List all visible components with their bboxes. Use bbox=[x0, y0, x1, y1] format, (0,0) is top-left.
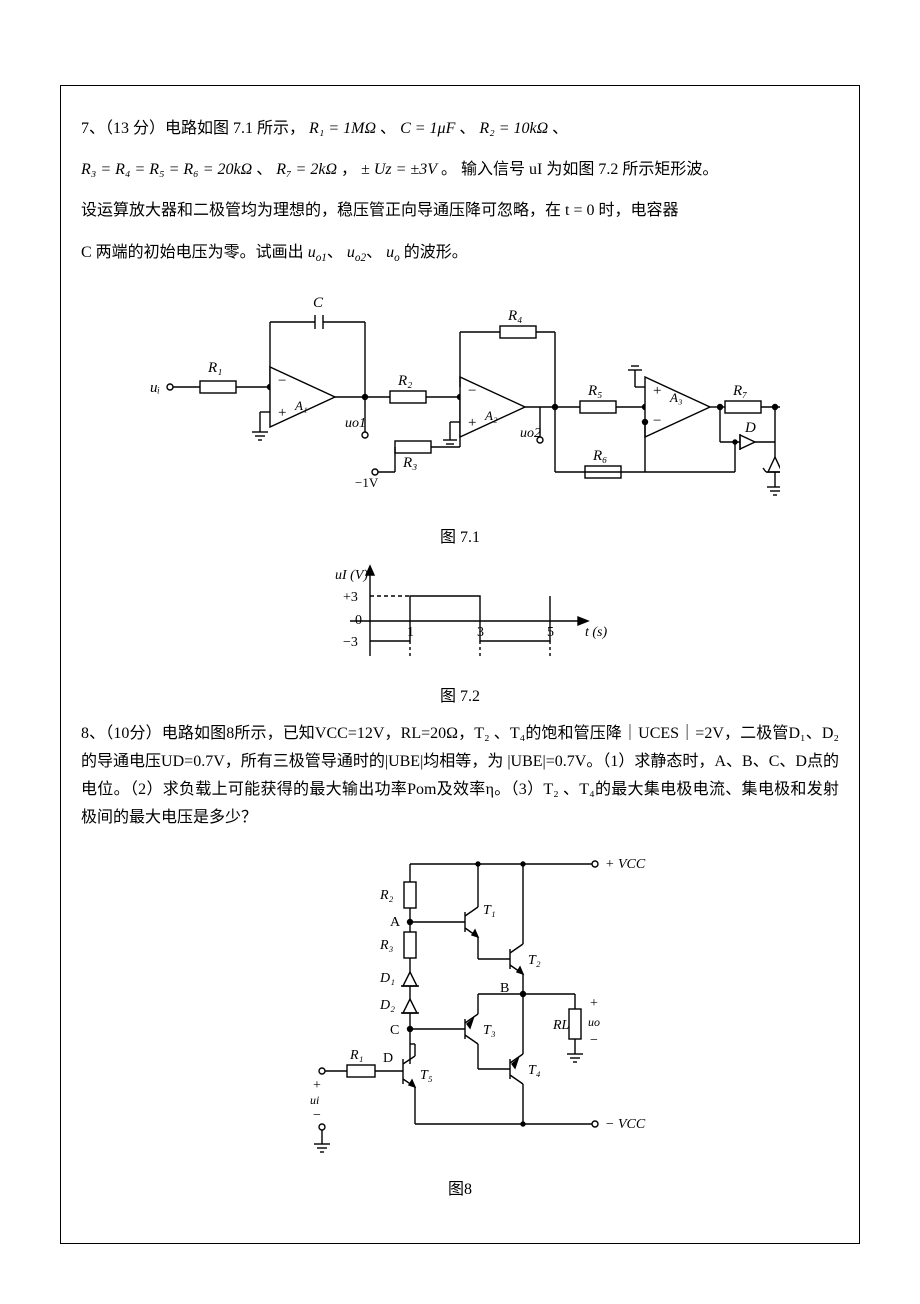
eq-r3456: R₃ = R₄ = R₅ = R₆ = 20kΩ bbox=[81, 161, 252, 178]
svg-text:−: − bbox=[590, 1033, 598, 1048]
lbl-uo8: uo bbox=[588, 1015, 600, 1029]
figure-8: + VCC R₂ A R₃ D₁ bbox=[81, 844, 839, 1169]
lbl-r3: R₃ bbox=[402, 455, 417, 471]
figure-7-2: uI (V) t (s) +3 0 −3 1 3 5 bbox=[81, 561, 839, 676]
lbl-r1b: R₁ bbox=[349, 1048, 363, 1063]
svg-text:0: 0 bbox=[355, 613, 362, 628]
svg-text:−: − bbox=[653, 413, 661, 429]
circuit-8-svg: + VCC R₂ A R₃ D₁ bbox=[255, 844, 665, 1164]
svg-text:−: − bbox=[278, 373, 286, 389]
lbl-t5: T₅ bbox=[420, 1068, 433, 1083]
svg-text:−: − bbox=[313, 1108, 321, 1123]
lbl-t3: T₃ bbox=[483, 1023, 496, 1038]
lbl-vccn: − VCC bbox=[605, 1117, 646, 1132]
lbl-t4: T₄ bbox=[528, 1063, 541, 1078]
svg-text:+3: +3 bbox=[343, 590, 358, 605]
q7-line1: 7、（13 分）电路如图 7.1 所示， R₁ = 1MΩ 、 C = 1μF … bbox=[81, 111, 839, 146]
fig8-caption: 图8 bbox=[81, 1175, 839, 1199]
lbl-t2: T₂ bbox=[528, 953, 541, 968]
eq-uz: ± Uz = ±3V bbox=[361, 161, 437, 178]
q7-line4: C 两端的初始电压为零。试画出 uo1、 uo2、 uo 的波形。 bbox=[81, 235, 839, 271]
eq-c: C = 1μF bbox=[400, 120, 455, 137]
lbl-D: D bbox=[383, 1051, 393, 1066]
lbl-d: D bbox=[744, 420, 756, 436]
lbl-C: C bbox=[390, 1023, 399, 1038]
circuit-7-1-svg: uᵢ R₁ C bbox=[140, 282, 780, 512]
page: 7、（13 分）电路如图 7.1 所示， R₁ = 1MΩ 、 C = 1μF … bbox=[0, 0, 920, 1304]
eq-r1: R₁ = 1MΩ bbox=[309, 120, 376, 137]
svg-text:−3: −3 bbox=[343, 635, 358, 650]
lbl-neg1v: −1V bbox=[355, 475, 379, 490]
svg-text:+: + bbox=[468, 415, 476, 431]
lbl-a3: A₃ bbox=[669, 390, 682, 405]
lbl-c: C bbox=[313, 295, 324, 311]
lbl-r2b: R₂ bbox=[379, 888, 394, 903]
figure-7-1: uᵢ R₁ C bbox=[81, 282, 839, 517]
lbl-uo1: uo1 bbox=[345, 416, 366, 431]
svg-text:+: + bbox=[278, 405, 286, 421]
svg-text:+: + bbox=[590, 996, 598, 1011]
eq-r2: R₂ = 10kΩ bbox=[479, 120, 548, 137]
lbl-a1: A₁ bbox=[294, 398, 307, 413]
lbl-A: A bbox=[390, 915, 401, 930]
lbl-a2: A₂ bbox=[484, 408, 498, 423]
svg-text:−: − bbox=[468, 383, 476, 399]
lbl-rl: RL bbox=[552, 1018, 570, 1033]
lbl-r6: R₆ bbox=[592, 448, 607, 464]
lbl-d2: D₂ bbox=[379, 998, 395, 1013]
lbl-r7: R₇ bbox=[732, 383, 747, 399]
wave-ylabel: uI (V) bbox=[335, 568, 368, 583]
svg-text:3: 3 bbox=[477, 625, 484, 640]
lbl-vccp: + VCC bbox=[605, 857, 646, 872]
lbl-t1: T₁ bbox=[483, 903, 496, 918]
lbl-ui: ui bbox=[310, 1093, 319, 1107]
q7-line3: 设运算放大器和二极管均为理想的，稳压管正向导通压降可忽略，在 t = 0 时，电… bbox=[81, 193, 839, 228]
fig71-caption: 图 7.1 bbox=[81, 523, 839, 547]
content-frame: 7、（13 分）电路如图 7.1 所示， R₁ = 1MΩ 、 C = 1μF … bbox=[60, 85, 860, 1244]
lbl-r5: R₅ bbox=[587, 383, 602, 399]
lbl-d1: D₁ bbox=[379, 971, 395, 986]
q7-tail1: 输入信号 uI 为如图 7.2 所示矩形波。 bbox=[461, 161, 718, 178]
lbl-uo2: uo2 bbox=[520, 426, 541, 441]
eq-r7: R₇ = 2kΩ bbox=[276, 161, 337, 178]
fig72-caption: 图 7.2 bbox=[81, 682, 839, 706]
wave-xlabel: t (s) bbox=[585, 625, 608, 640]
q7-prefix: 7、（13 分）电路如图 7.1 所示， bbox=[81, 120, 305, 137]
svg-text:+: + bbox=[313, 1078, 321, 1093]
lbl-ui: uᵢ bbox=[150, 380, 160, 396]
lbl-r2: R₂ bbox=[397, 373, 412, 389]
lbl-r3b: R₃ bbox=[379, 938, 394, 953]
q8-text: 8、（10分）电路如图8所示，已知VCC=12V，RL=20Ω，T₂ 、T₄的饱… bbox=[81, 720, 839, 832]
q7-line2: R₃ = R₄ = R₅ = R₆ = 20kΩ 、 R₇ = 2kΩ ， ± … bbox=[81, 152, 839, 187]
waveform-svg: uI (V) t (s) +3 0 −3 1 3 5 bbox=[310, 561, 610, 671]
svg-text:5: 5 bbox=[547, 625, 554, 640]
svg-text:+: + bbox=[653, 383, 661, 399]
lbl-r1: R₁ bbox=[207, 360, 222, 376]
lbl-r4: R₄ bbox=[507, 308, 522, 324]
svg-text:1: 1 bbox=[407, 625, 414, 640]
